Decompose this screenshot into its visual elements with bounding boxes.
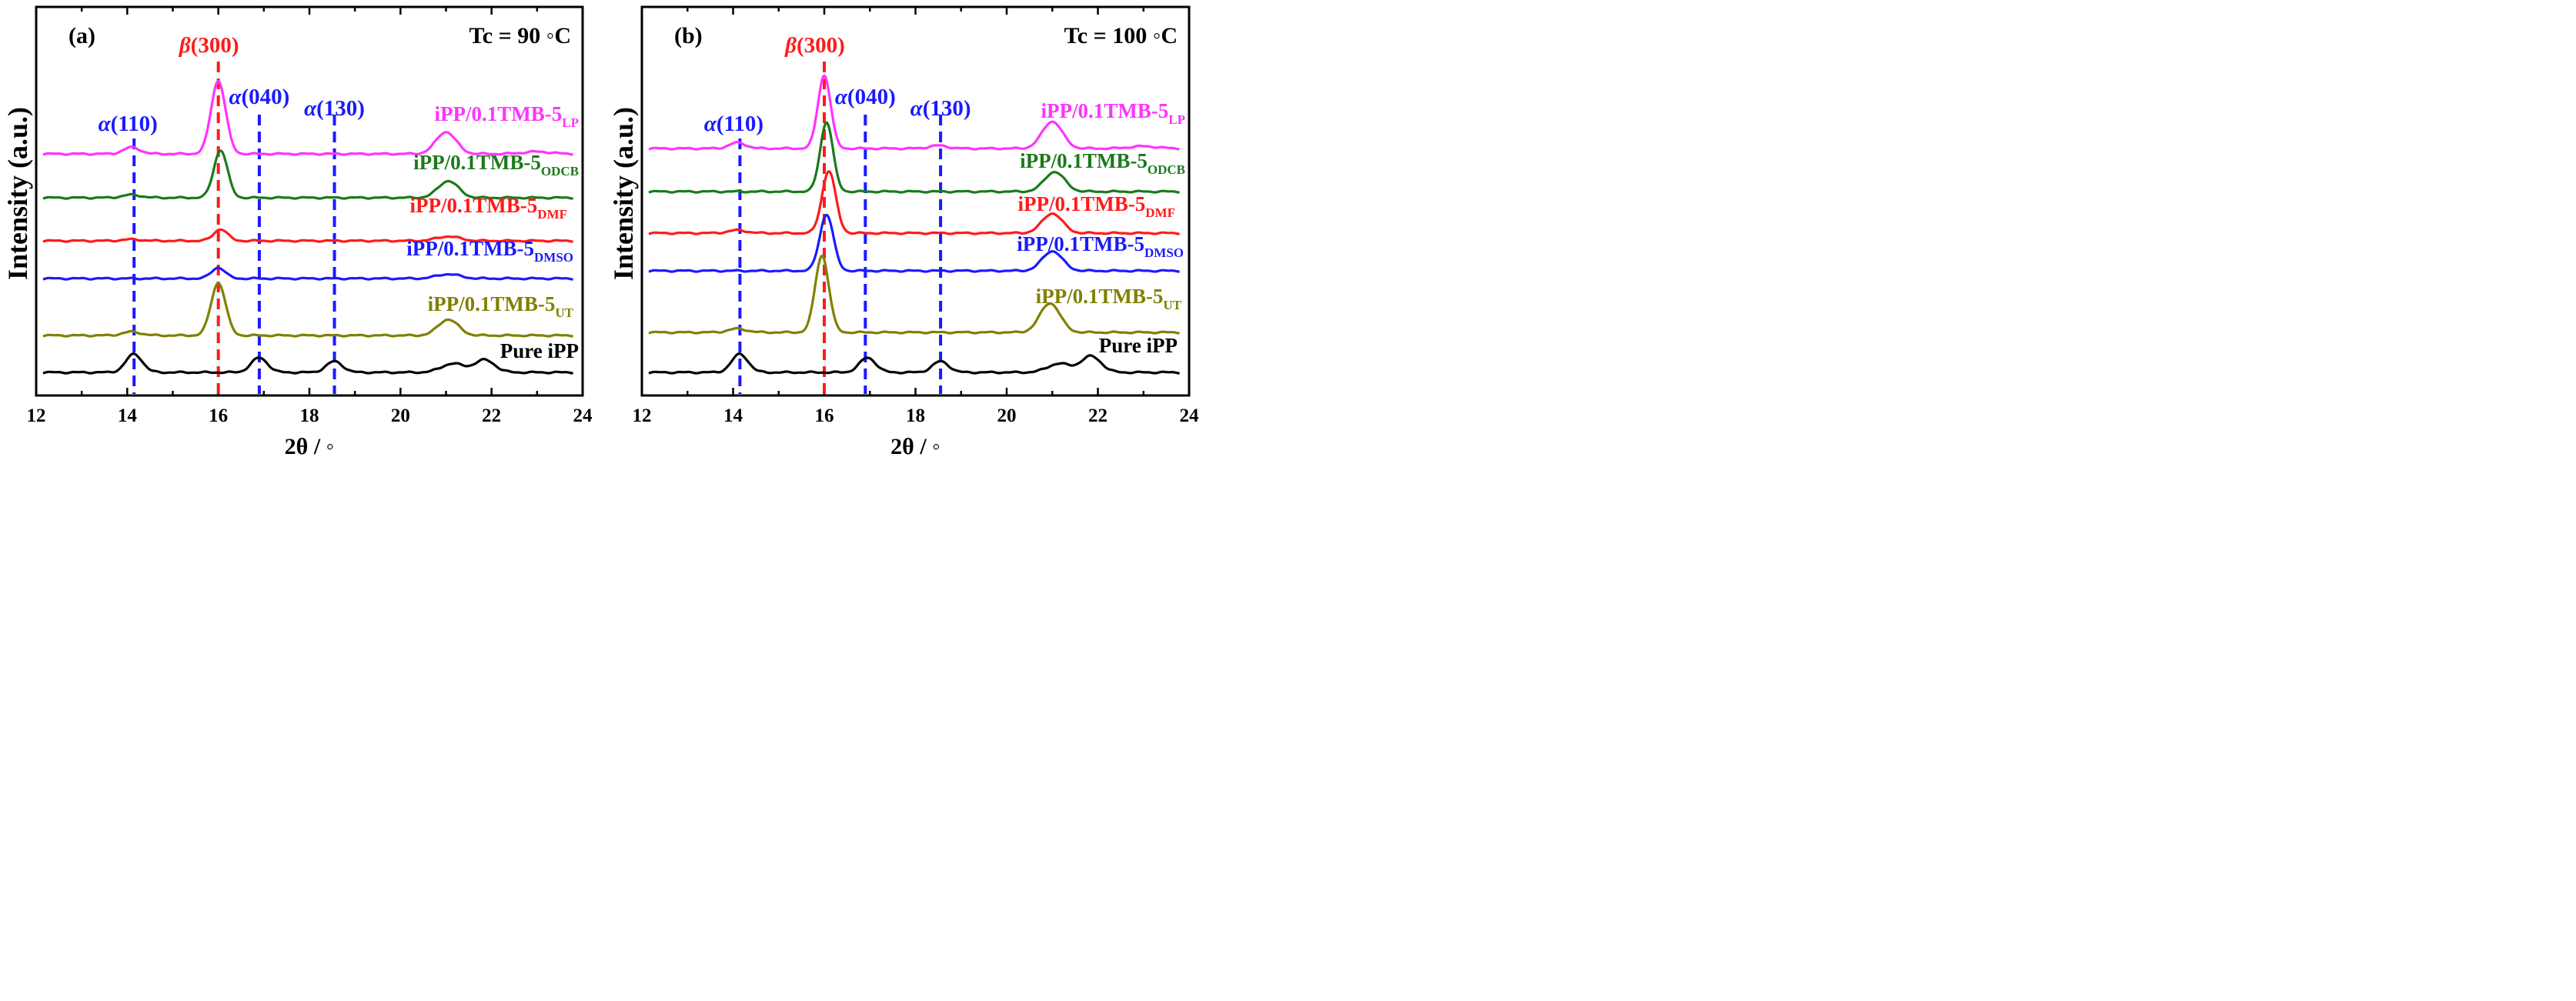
series-label-subscript: ODCB	[1148, 162, 1185, 177]
x-tick-label: 20	[997, 405, 1017, 426]
peak-marker-hkl: (300)	[191, 33, 239, 58]
x-tick-label: 22	[482, 405, 501, 426]
peak-marker-label: α(040)	[835, 85, 896, 109]
peak-marker-phase: α	[835, 85, 848, 109]
peak-marker-phase: β	[179, 33, 191, 58]
series-label: iPP/0.1TMB-5ODCB	[1020, 149, 1185, 177]
panel-b: 12 14 16 18 20 22 24 2θ / ◦ Intensity (a.u.) (b) T…	[608, 5, 1200, 459]
panel-label: (b)	[674, 23, 703, 48]
peak-marker-phase: β	[784, 33, 797, 58]
series-label: iPP/0.1TMB-5DMF	[1018, 192, 1175, 220]
series-line-lp	[42, 79, 574, 156]
peak-marker-hkl: (110)	[111, 112, 158, 136]
series-line-ut	[647, 255, 1181, 335]
peak-marker-hkl: (040)	[242, 85, 290, 109]
x-tick-label: 20	[391, 405, 410, 426]
peak-marker-hkl: (110)	[717, 112, 763, 136]
peak-marker-label: β(300)	[784, 33, 845, 58]
series-label-base: iPP/0.1TMB-5	[1041, 99, 1169, 122]
peak-marker-label: β(300)	[179, 33, 239, 58]
series-label-base: iPP/0.1TMB-5	[410, 194, 538, 217]
peak-marker-label: α(110)	[99, 112, 158, 136]
series-label-subscript: UT	[1163, 298, 1181, 312]
series-label: iPP/0.1TMB-5LP	[1041, 99, 1185, 127]
xrd-figure: 12 14 16 18 20 22 24 2θ / ◦ Intensity (a.u.) (a) T…	[2, 5, 1200, 459]
x-tick-label: 12	[27, 405, 46, 426]
x-tick-label: 18	[300, 405, 319, 426]
y-axis-label: Intensity (a.u.)	[2, 107, 33, 280]
peak-marker-phase: α	[704, 112, 717, 136]
series-label-subscript: DMF	[537, 207, 567, 222]
series-label-subscript: LP	[1168, 112, 1185, 127]
peak-marker-phase: α	[99, 112, 112, 136]
series-label-subscript: LP	[562, 115, 579, 130]
series-label-base: iPP/0.1TMB-5	[428, 292, 556, 315]
series-line-pure	[647, 352, 1181, 375]
series-label: iPP/0.1TMB-5UT	[428, 292, 574, 320]
x-tick-label: 24	[573, 405, 593, 426]
series-line-lp	[647, 74, 1181, 151]
series-label-base: iPP/0.1TMB-5	[1018, 192, 1146, 215]
condition-label: Tc = 90 ◦C	[469, 23, 571, 48]
peak-marker-label: α(110)	[704, 112, 763, 136]
series-line-ut	[42, 282, 574, 338]
peak-marker-hkl: (040)	[847, 85, 896, 109]
series-label: Pure iPP	[1099, 334, 1178, 357]
x-tick-label: 22	[1088, 405, 1108, 426]
series-label-base: iPP/0.1TMB-5	[1017, 232, 1144, 255]
condition-label: Tc = 100 ◦C	[1064, 23, 1178, 48]
series-label-subscript: DMSO	[534, 250, 573, 265]
peak-marker-phase: α	[304, 96, 317, 121]
series-label-base: iPP/0.1TMB-5	[413, 151, 541, 174]
series-line-odcb	[42, 149, 574, 200]
series-label: iPP/0.1TMB-5DMF	[410, 194, 567, 222]
series-line-dmso	[647, 213, 1181, 273]
series-label-subscript: ODCB	[541, 164, 579, 179]
peak-marker-hkl: (130)	[923, 96, 971, 121]
series-line-dmf	[647, 170, 1181, 235]
peak-marker-phase: α	[229, 85, 242, 109]
series-label-subscript: DMSO	[1144, 245, 1184, 260]
x-axis-label: 2θ / ◦	[890, 434, 941, 459]
peak-marker-label: α(130)	[304, 96, 365, 121]
series-label-subscript: UT	[555, 305, 573, 320]
series-label-base: iPP/0.1TMB-5	[435, 102, 563, 125]
x-tick-label: 12	[633, 405, 652, 426]
peak-marker-label: α(040)	[229, 85, 289, 109]
series-label: iPP/0.1TMB-5DMSO	[1017, 232, 1184, 260]
series-label-base: Pure iPP	[500, 339, 579, 362]
series-label: iPP/0.1TMB-5UT	[1036, 285, 1182, 312]
panel-label: (a)	[68, 23, 95, 48]
x-tick-label: 18	[906, 405, 925, 426]
peak-marker-hkl: (130)	[316, 96, 365, 121]
series-label: iPP/0.1TMB-5DMSO	[406, 237, 573, 265]
series-line-odcb	[647, 121, 1181, 194]
panel-a: 12 14 16 18 20 22 24 2θ / ◦ Intensity (a.u.) (a) T…	[2, 5, 593, 459]
x-tick-label: 16	[815, 405, 834, 426]
series-label: iPP/0.1TMB-5ODCB	[413, 151, 579, 179]
series-line-dmf	[42, 228, 574, 243]
y-axis-label: Intensity (a.u.)	[608, 107, 639, 280]
series-label-base: iPP/0.1TMB-5	[406, 237, 534, 260]
series-label-base: iPP/0.1TMB-5	[1020, 149, 1148, 172]
peak-marker-label: α(130)	[910, 96, 971, 121]
series-label-subscript: DMF	[1145, 205, 1175, 220]
series-label-base: Pure iPP	[1099, 334, 1178, 357]
series-label: iPP/0.1TMB-5LP	[435, 102, 579, 130]
x-tick-label: 16	[209, 405, 228, 426]
x-tick-label: 14	[118, 405, 138, 426]
x-tick-label: 14	[723, 405, 743, 426]
series-line-pure	[42, 352, 574, 375]
peak-marker-phase: α	[910, 96, 924, 121]
x-axis-label: 2θ / ◦	[285, 434, 335, 459]
x-tick-label: 24	[1180, 405, 1200, 426]
series-label: Pure iPP	[500, 339, 579, 362]
series-line-dmso	[42, 266, 574, 281]
peak-marker-hkl: (300)	[797, 33, 845, 58]
series-label-base: iPP/0.1TMB-5	[1036, 285, 1164, 308]
